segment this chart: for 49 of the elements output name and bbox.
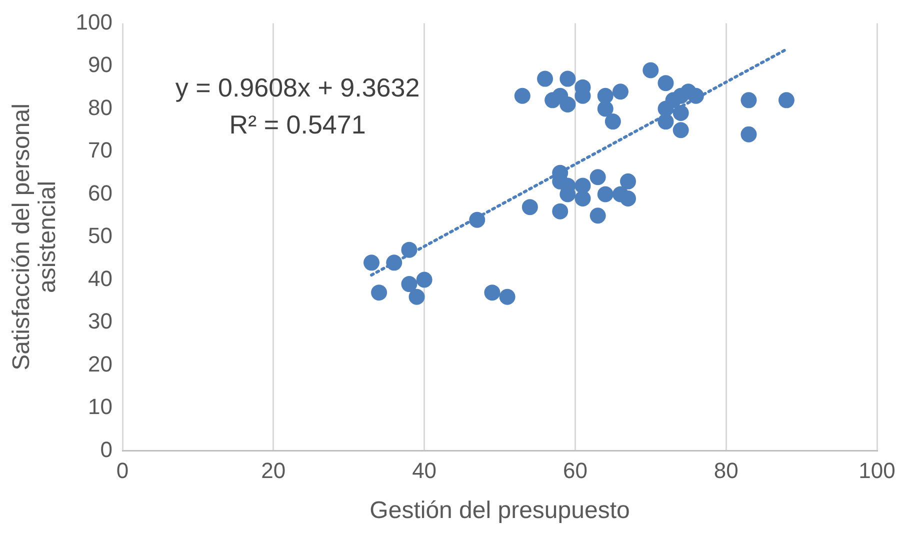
y-tick-label: 0 [100,436,113,462]
point [740,92,757,108]
point [620,190,636,207]
point [597,186,614,202]
point [484,284,500,301]
point [560,70,576,87]
point [778,92,794,108]
x-tick-label: 100 [858,458,896,484]
point [560,96,576,112]
point [672,122,689,138]
annotation: y = 0.9608x + 9.3632 [175,72,420,102]
y-tick-label: 20 [88,351,113,376]
y-tick-label: 80 [88,94,113,120]
y-tick-label: 40 [88,266,113,291]
x-tick-label: 40 [412,458,437,484]
y-tick-label: 60 [88,180,113,206]
point [522,199,538,216]
point [408,288,425,305]
point [740,126,757,142]
point [658,75,674,92]
x-tick-label: 80 [714,458,738,484]
x-tick-label: 60 [562,458,588,484]
x-tick-label: 20 [261,458,286,484]
point [574,190,591,207]
y-tick-label: 90 [88,52,113,78]
y-tick-label: 100 [76,9,113,34]
point [401,276,418,292]
x-axis-title: Gestión del presupuesto [370,497,630,524]
x-tick-label: 0 [116,458,129,484]
point [604,114,621,130]
y-tick-label: 10 [88,394,113,420]
y-tick-label: 70 [88,138,113,163]
y-tick-label: 30 [88,308,113,334]
point [363,254,380,271]
point [514,88,530,104]
y-axis-title: Satisfacción del personal asistencial [8,104,62,370]
point [620,173,636,190]
point [537,70,554,87]
point [597,100,614,117]
point [590,208,606,224]
point [552,203,568,220]
point [416,272,432,288]
point [612,84,628,100]
point [590,169,606,186]
point [371,284,388,301]
point [499,288,516,305]
point [642,62,659,78]
annotation: R² = 0.5471 [229,109,366,140]
y-tick-label: 50 [88,223,113,248]
